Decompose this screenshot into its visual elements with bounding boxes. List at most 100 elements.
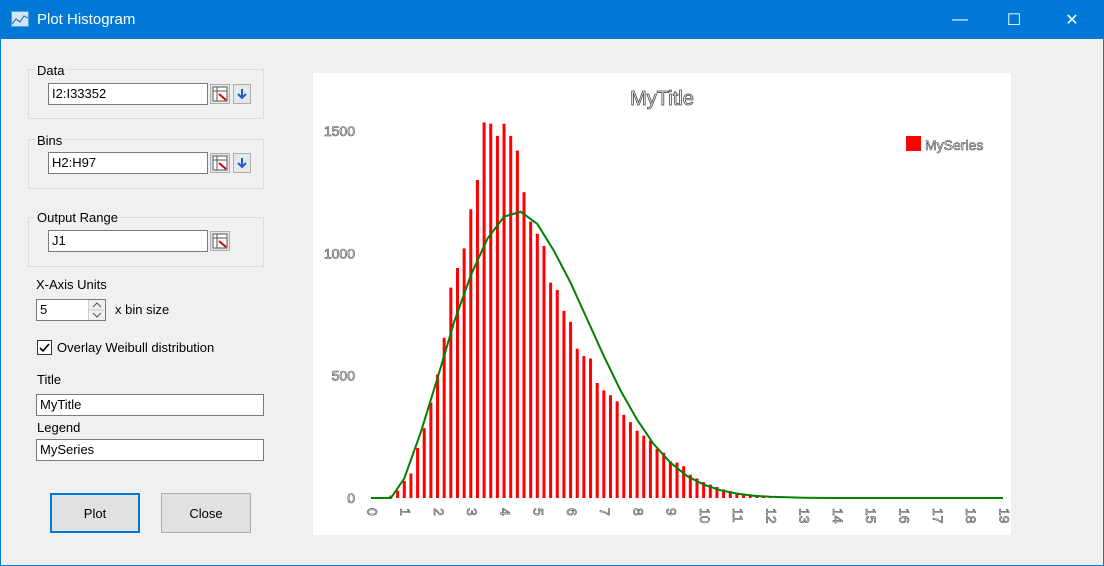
histogram-bar: [416, 447, 420, 498]
x-tick-label: 1: [398, 508, 414, 516]
legend-swatch: [906, 136, 921, 151]
histogram-bar: [682, 466, 686, 498]
weibull-curve-line: [371, 210, 1003, 499]
x-tick-label: 10: [697, 508, 713, 524]
bins-range-input[interactable]: H2:H97: [48, 152, 208, 174]
close-window-button[interactable]: ✕: [1049, 1, 1095, 39]
plot-button[interactable]: Plot: [50, 493, 140, 533]
chart-app-icon: [11, 11, 29, 27]
x-tick-label: 3: [464, 508, 480, 516]
chart-title: MyTitle: [630, 88, 694, 110]
histogram-bar: [655, 449, 659, 498]
histogram-bar: [728, 491, 732, 498]
histogram-bar: [455, 268, 459, 498]
histogram-bar: [722, 489, 726, 498]
histogram-bar: [542, 245, 546, 498]
data-select-range-button[interactable]: [210, 84, 230, 104]
histogram-bars: [389, 122, 825, 499]
title-input[interactable]: MyTitle: [36, 394, 264, 416]
maximize-button[interactable]: ☐: [991, 1, 1037, 39]
histogram-bar: [595, 383, 599, 498]
histogram-bar: [708, 484, 712, 498]
histogram-bar: [409, 473, 413, 498]
histogram-bar: [589, 358, 593, 498]
window-title: Plot Histogram: [37, 11, 136, 28]
output-range-input[interactable]: J1: [48, 230, 208, 252]
data-range-input[interactable]: I2:I33352: [48, 83, 208, 105]
histogram-bar: [422, 428, 426, 498]
range-select-icon: [212, 155, 228, 171]
histogram-bar: [535, 233, 539, 498]
histogram-bar: [555, 290, 559, 498]
histogram-bar: [642, 435, 646, 498]
y-tick-label: 500: [332, 368, 356, 384]
x-tick-label: 14: [830, 508, 846, 524]
histogram-bar: [495, 135, 499, 498]
histogram-bar: [436, 374, 440, 498]
histogram-bar: [602, 390, 606, 498]
histogram-bar: [622, 414, 626, 498]
y-tick-label: 0: [347, 490, 355, 506]
x-axis-units-value: 5: [40, 302, 48, 317]
spinner-buttons[interactable]: [88, 300, 105, 320]
histogram-bar: [515, 150, 519, 498]
output-select-range-button[interactable]: [210, 231, 230, 251]
histogram-bar: [582, 356, 586, 498]
histogram-bar: [402, 480, 406, 498]
output-range-label: Output Range: [35, 210, 120, 225]
histogram-bar: [715, 486, 719, 498]
histogram-bar: [482, 122, 486, 498]
x-tick-label: 5: [531, 508, 547, 516]
histogram-chart: MyTitle 0 500 1000 1500 0 1 2 3 4 5 6 7 8 9 10 11 12 13 1…: [313, 73, 1013, 535]
data-expand-button[interactable]: [233, 84, 251, 104]
overlay-weibull-checkbox[interactable]: [37, 340, 52, 355]
data-group: [28, 69, 264, 119]
y-tick-label: 1000: [324, 245, 355, 261]
legend-label: Legend: [37, 420, 81, 435]
histogram-bar: [442, 337, 446, 498]
x-tick-label: 17: [930, 508, 946, 524]
histogram-bar: [648, 440, 652, 498]
bin-size-suffix: x bin size: [115, 302, 170, 317]
histogram-bar: [569, 321, 573, 498]
histogram-bar: [662, 452, 666, 498]
overlay-weibull-label: Overlay Weibull distribution: [57, 340, 215, 355]
histogram-bar: [469, 209, 473, 498]
bins-group: [28, 139, 264, 189]
bins-expand-button[interactable]: [233, 153, 251, 173]
histogram-bar: [702, 482, 706, 498]
x-tick-label: 2: [431, 508, 447, 516]
histogram-bar: [608, 395, 612, 498]
weibull-curve: [371, 210, 1003, 499]
histogram-bar: [509, 135, 513, 498]
histogram-bar: [562, 310, 566, 498]
histogram-bar: [396, 490, 400, 498]
maximize-icon: ☐: [1006, 12, 1022, 29]
x-tick-label: 15: [863, 508, 879, 524]
x-tick-label: 13: [797, 508, 813, 524]
histogram-bar: [695, 478, 699, 498]
minimize-button[interactable]: —: [937, 1, 983, 39]
histogram-bar: [462, 248, 466, 498]
histogram-bar: [735, 492, 739, 498]
histogram-bar: [489, 123, 493, 498]
close-button[interactable]: Close: [161, 493, 251, 533]
legend-input[interactable]: MySeries: [36, 439, 264, 461]
x-tick-label: 4: [497, 508, 513, 516]
legend-series-name: MySeries: [925, 137, 983, 153]
bins-select-range-button[interactable]: [210, 153, 230, 173]
output-range-group: [28, 217, 264, 267]
x-tick-label: 9: [664, 508, 680, 516]
histogram-bar: [628, 422, 632, 498]
x-tick-label: 6: [564, 508, 580, 516]
data-label: Data: [35, 63, 67, 78]
histogram-bar: [475, 179, 479, 498]
x-tick-label: 11: [730, 508, 746, 523]
x-axis-units-spinner[interactable]: 5: [36, 299, 106, 321]
x-tick-label: 12: [763, 508, 779, 524]
histogram-bar: [529, 221, 533, 498]
histogram-bar: [615, 401, 619, 498]
range-select-icon: [212, 233, 228, 249]
